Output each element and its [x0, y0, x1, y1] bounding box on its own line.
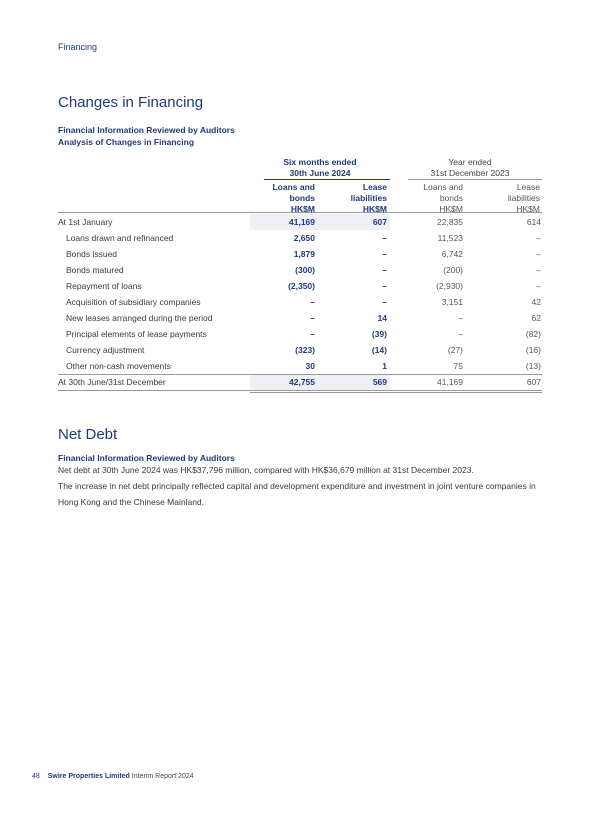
cell-p1: 22,835: [437, 217, 463, 227]
cell-p1: –: [458, 329, 463, 339]
cell-p2: (13): [525, 361, 541, 371]
cell-p2: (16): [525, 345, 541, 355]
row-label: Other non-cash movements: [66, 361, 171, 371]
table-row: Currency adjustment (323) (14) (27) (16): [58, 342, 542, 358]
table-row: Principal elements of lease payments – (39…: [58, 326, 542, 342]
cell-c2: –: [382, 297, 387, 307]
row-label: At 30th June/31st December: [58, 377, 166, 387]
cell-c1: (2,350): [288, 281, 315, 291]
cell-p2: –: [536, 281, 541, 291]
row-label: At 1st January: [58, 217, 113, 227]
page-number: 48: [32, 773, 40, 780]
period-current-header: Six months ended 30th June 2024: [283, 157, 357, 178]
row-label: Principal elements of lease payments: [66, 329, 207, 339]
row-label: New leases arranged during the period: [66, 313, 213, 323]
cell-p2: 607: [526, 377, 541, 387]
current-period-rule: [264, 179, 390, 180]
cell-p1: 3,151: [441, 297, 463, 307]
net-debt-paragraph-2: The increase in net debt principally ref…: [58, 481, 536, 507]
row-label: Loans drawn and refinanced: [66, 233, 174, 243]
cell-p1: 41,169: [437, 377, 463, 387]
footer-report: Interim Report 2024: [131, 773, 194, 780]
row-label: Acquisition of subsidiary companies: [66, 297, 201, 307]
changes-subtitle-analysis: Analysis of Changes in Financing: [58, 137, 195, 147]
cell-c2: 1: [382, 361, 387, 371]
net-debt-title: Net Debt: [58, 426, 118, 443]
cell-c2: 607: [372, 217, 387, 227]
table-rule: [58, 212, 542, 213]
table-row: New leases arranged during the period – 14…: [58, 310, 542, 326]
previous-period-rule: [408, 179, 542, 180]
cell-p2: –: [536, 265, 541, 275]
cell-p1: 11,523: [437, 233, 463, 243]
changes-subtitle-reviewed: Financial Information Reviewed by Audito…: [58, 125, 235, 135]
cell-c1: –: [310, 329, 315, 339]
col-loans-previous: Loans and bonds HK$M: [423, 182, 463, 214]
cell-p1: (27): [447, 345, 463, 355]
cell-c1: (323): [295, 345, 315, 355]
net-debt-subtitle: Financial Information Reviewed by Audito…: [58, 453, 235, 463]
table-row: At 1st January 41,169 607 22,835 614: [58, 214, 542, 230]
cell-c1: 30: [305, 361, 315, 371]
cell-c1: 1,879: [293, 249, 315, 259]
cell-c1: 2,650: [293, 233, 315, 243]
cell-p1: 6,742: [441, 249, 463, 259]
table-rule: [58, 374, 542, 375]
row-highlight-band: [250, 374, 390, 390]
row-highlight-band: [250, 214, 390, 230]
table-rule: [250, 392, 542, 393]
table-row: Bonds issued 1,879 – 6,742 –: [58, 246, 542, 262]
cell-c1: –: [310, 313, 315, 323]
col-leases-current: Lease liabilities HK$M: [350, 182, 387, 214]
cell-p1: (2,930): [436, 281, 463, 291]
cell-p1: –: [458, 313, 463, 323]
cell-c2: (39): [371, 329, 387, 339]
table-row: Bonds matured (300) – (200) –: [58, 262, 542, 278]
cell-c2: 569: [372, 377, 387, 387]
cell-c2: 14: [377, 313, 387, 323]
cell-c2: –: [382, 233, 387, 243]
table-row: At 30th June/31st December 42,755 569 41,16…: [58, 374, 542, 390]
cell-c2: (14): [371, 345, 387, 355]
cell-c2: –: [382, 249, 387, 259]
cell-c2: –: [382, 281, 387, 291]
table-row: Loans drawn and refinanced 2,650 – 11,523 –: [58, 230, 542, 246]
cell-c1: (300): [295, 265, 315, 275]
row-label: Bonds matured: [66, 265, 124, 275]
period-previous-header: Year ended 31st December 2023: [430, 157, 510, 178]
cell-p2: –: [536, 233, 541, 243]
cell-p2: 42: [531, 297, 541, 307]
cell-p2: 62: [531, 313, 541, 323]
table-row: Other non-cash movements 30 1 75 (13): [58, 358, 542, 374]
table-rule: [58, 390, 542, 391]
cell-c2: –: [382, 265, 387, 275]
changes-title: Changes in Financing: [58, 94, 204, 111]
cell-p1: 75: [453, 361, 463, 371]
col-loans-current: Loans and bonds HK$M: [272, 182, 315, 214]
row-label: Repayment of loans: [66, 281, 142, 291]
cell-p2: 614: [526, 217, 541, 227]
row-label: Currency adjustment: [66, 345, 145, 355]
table-row: Repayment of loans (2,350) – (2,930) –: [58, 278, 542, 294]
footer-company: Swire Properties Limited: [47, 773, 130, 780]
col-leases-previous: Lease liabilities HK$M: [507, 182, 540, 214]
cell-p1: (200): [443, 265, 463, 275]
page-footer: 48 Swire Properties Limited Interim Repo…: [32, 773, 194, 780]
cell-p2: –: [536, 249, 541, 259]
cell-c1: –: [310, 297, 315, 307]
row-label: Bonds issued: [66, 249, 118, 259]
cell-c1: 42,755: [289, 377, 315, 387]
net-debt-paragraph-1: Net debt at 30th June 2024 was HK$37,796…: [58, 465, 474, 475]
cell-c1: 41,169: [289, 217, 315, 227]
section-label: Financing: [58, 42, 98, 52]
table-row: Acquisition of subsidiary companies – – 3,1…: [58, 294, 542, 310]
cell-p2: (82): [525, 329, 541, 339]
